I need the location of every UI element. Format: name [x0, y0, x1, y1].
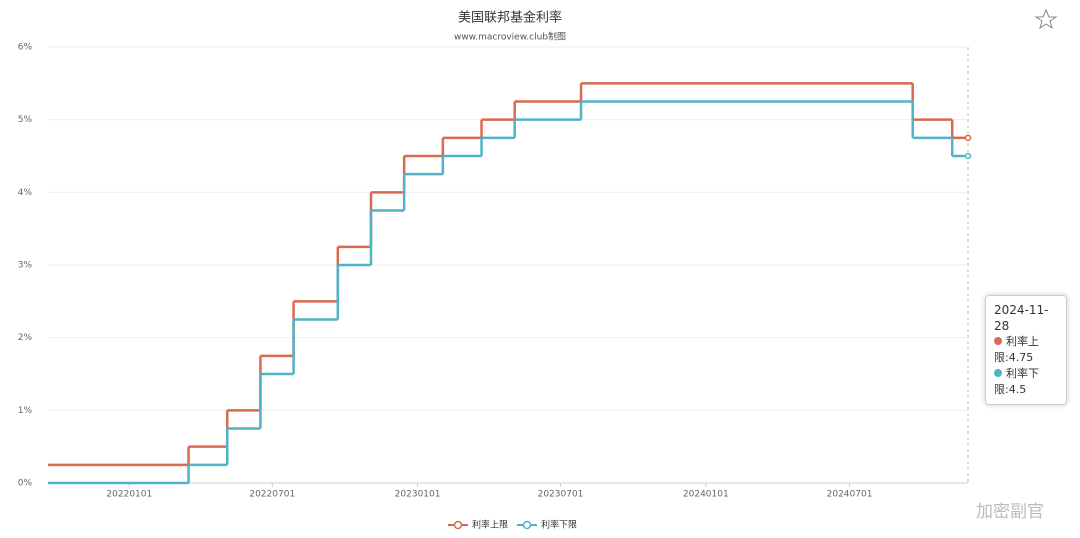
x-tick-label: 20220701 [249, 490, 295, 500]
y-tick-label: 0% [18, 479, 33, 489]
tooltip-dot [994, 369, 1002, 377]
legend-label: 利率上限 [472, 519, 508, 531]
y-tick-label: 5% [18, 115, 33, 125]
y-tick-label: 4% [18, 188, 33, 198]
y-tick-label: 2% [18, 333, 33, 343]
x-tick-label: 20240101 [683, 490, 729, 500]
y-tick-label: 1% [18, 406, 33, 416]
chart-subtitle: www.macroview.club制图 [454, 31, 566, 43]
tooltip-dot [994, 337, 1002, 345]
tooltip-text: 利率上限:4.75 [994, 335, 1039, 364]
y-tick-label: 6% [18, 43, 33, 53]
watermark: 加密副官 [976, 502, 1044, 522]
x-tick-label: 20220101 [106, 490, 152, 500]
legend-marker [522, 520, 532, 530]
x-tick-label: 20240701 [827, 490, 873, 500]
end-point [964, 152, 972, 160]
x-tick-label: 20230701 [538, 490, 584, 500]
tooltip-item: 利率下限:4.5 [994, 366, 1058, 398]
tooltip-item: 利率上限:4.75 [994, 334, 1058, 366]
legend-marker [453, 520, 463, 530]
chart-title: 美国联邦基金利率 [458, 10, 562, 26]
tooltip: 2024-11-28 利率上限:4.75 利率下限:4.5 [985, 295, 1067, 405]
end-point [964, 134, 972, 142]
favorite-icon[interactable] [1034, 8, 1058, 30]
legend-label: 利率下限 [541, 519, 577, 531]
x-tick-label: 20230101 [395, 490, 441, 500]
tooltip-text: 利率下限:4.5 [994, 367, 1039, 396]
y-tick-label: 3% [18, 261, 33, 271]
tooltip-title: 2024-11-28 [994, 303, 1049, 333]
